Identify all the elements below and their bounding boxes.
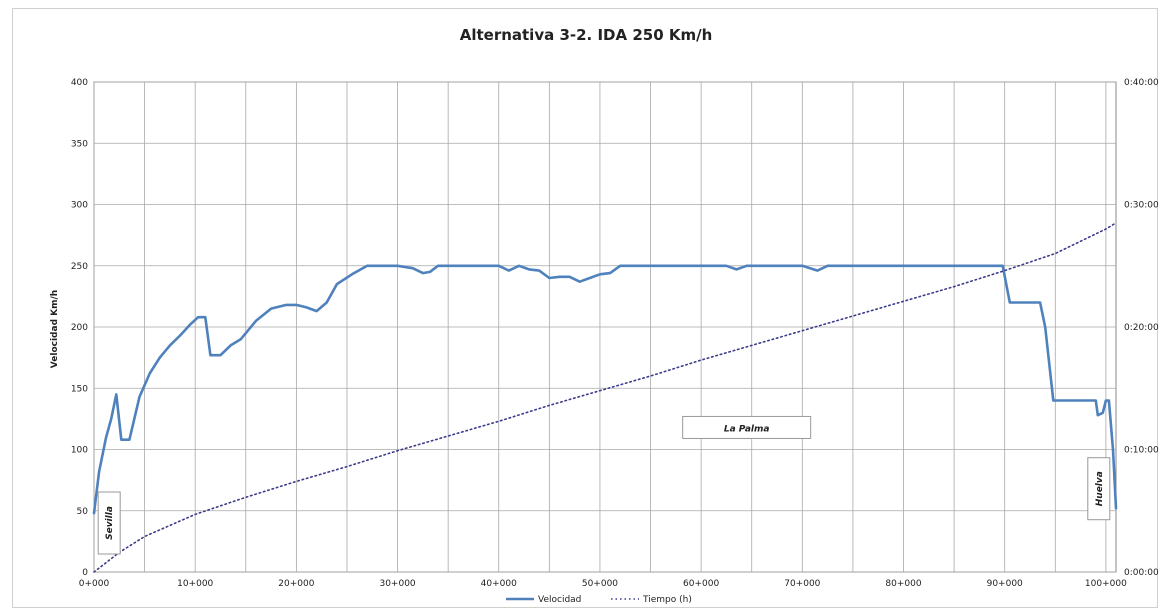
- annotation-label: La Palma: [724, 424, 770, 434]
- y-tick-label: 0: [82, 568, 88, 578]
- y2-tick-label: 0:40:00: [1124, 78, 1159, 88]
- y-tick-label: 300: [71, 201, 88, 211]
- annotation-label: Sevilla: [105, 506, 115, 540]
- y2-tick-label: 0:20:00: [1124, 323, 1159, 333]
- x-axis: 0+000 10+000 20+000 30+000 40+000 50+000 60+00…: [79, 579, 1127, 589]
- x-tick-label: 50+000: [582, 579, 618, 589]
- x-tick-label: 30+000: [379, 579, 415, 589]
- annotation-box: [1087, 457, 1111, 521]
- x-tick-label: 80+000: [885, 579, 921, 589]
- x-tick-label: 10+000: [177, 579, 213, 589]
- legend-label-velocidad: Velocidad: [538, 595, 581, 605]
- x-tick-label: 100+000: [1085, 579, 1127, 589]
- annotation-label: Huelva: [1095, 471, 1105, 506]
- series-line-velocidad: [92, 264, 1118, 515]
- x-tick-label: 60+000: [683, 579, 719, 589]
- x-tick-label: 70+000: [784, 579, 820, 589]
- y2-tick-label: 0:30:00: [1124, 201, 1159, 211]
- annotation-box: [682, 415, 812, 439]
- y2-axis: 0:00:00 0:10:00 0:20:00 0:30:00 0:40:00: [1124, 78, 1159, 578]
- series-line-tiempo: [93, 222, 1117, 573]
- annotation-box: [97, 491, 121, 555]
- y-tick-label: 150: [71, 384, 88, 394]
- x-tick-label: 40+000: [481, 579, 517, 589]
- y2-tick-label: 0:10:00: [1124, 446, 1159, 456]
- chart-title: Alternativa 3-2. IDA 250 Km/h: [460, 26, 713, 44]
- y-tick-label: 100: [71, 446, 88, 456]
- y-tick-label: 400: [71, 78, 88, 88]
- y-tick-label: 50: [77, 507, 89, 517]
- y-tick-label: 250: [71, 262, 88, 272]
- y2-tick-label: 0:00:00: [1124, 568, 1159, 578]
- chart: Alternativa 3-2. IDA 250 Km/h Velocidad …: [50, 26, 1159, 605]
- series-layer: [92, 222, 1118, 573]
- annotations: Sevilla La Palma Huelva: [97, 415, 1111, 555]
- y-tick-label: 200: [71, 323, 88, 333]
- y-axis-label: Velocidad Km/h: [50, 290, 60, 368]
- chart-frame: Alternativa 3-2. IDA 250 Km/h Velocidad …: [12, 8, 1159, 608]
- legend: Velocidad Tiempo (h): [506, 595, 692, 605]
- y-axis: 0 50 100 150 200 250 300 350 400: [71, 78, 88, 578]
- x-tick-label: 20+000: [278, 579, 314, 589]
- legend-label-tiempo: Tiempo (h): [642, 595, 692, 605]
- x-tick-label: 90+000: [987, 579, 1023, 589]
- grid: [93, 81, 1117, 573]
- y-tick-label: 350: [71, 139, 88, 149]
- x-tick-label: 0+000: [79, 579, 110, 589]
